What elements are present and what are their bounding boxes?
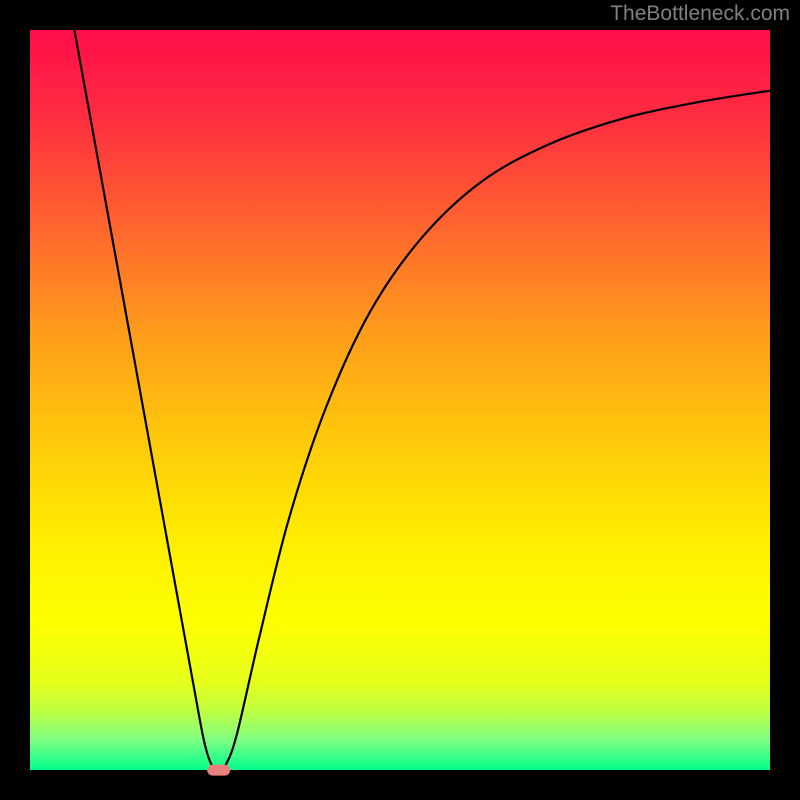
chart-container: TheBottleneck.com (0, 0, 800, 800)
plot-area (30, 30, 770, 770)
optimal-marker (207, 764, 231, 775)
watermark-text: TheBottleneck.com (610, 2, 790, 26)
plot-gradient-background (30, 30, 770, 770)
